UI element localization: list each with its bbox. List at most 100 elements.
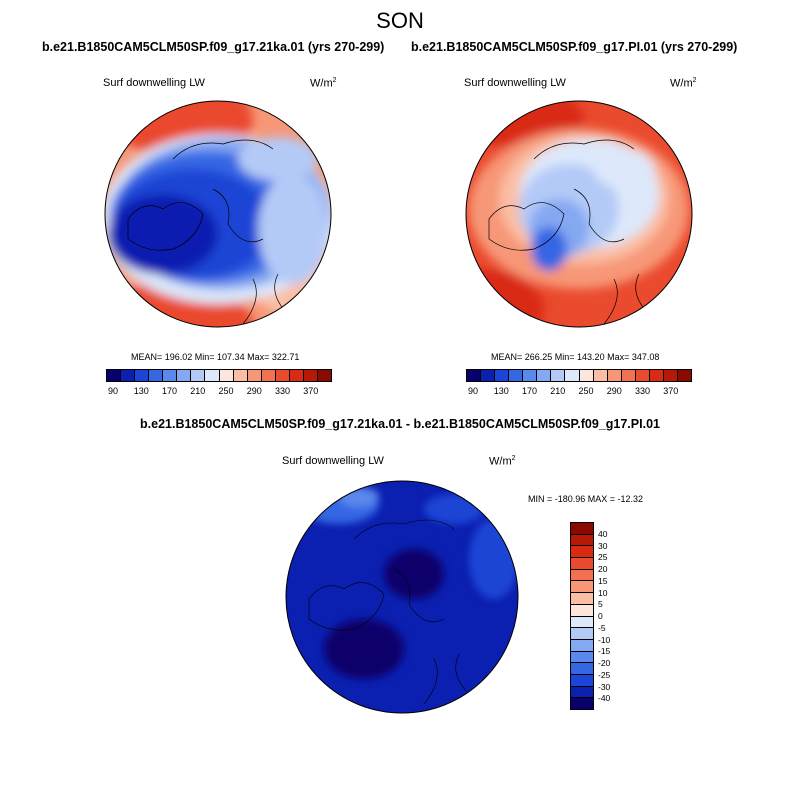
panel1-colorbar-ticks: 90 130 170 210 250 290 330 370 <box>106 386 332 398</box>
colorbar-tick-label: 370 <box>663 386 679 396</box>
diff-polar-map <box>285 480 519 714</box>
panel2-variable: Surf downwelling LW <box>464 77 566 89</box>
colorbar-swatch <box>275 370 290 381</box>
colorbar-swatch <box>177 370 192 381</box>
colorbar-swatch <box>607 370 622 381</box>
colorbar-swatch <box>551 370 566 381</box>
panel1-polar-map <box>104 100 332 328</box>
colorbar-swatch <box>481 370 496 381</box>
colorbar-swatch <box>571 523 593 535</box>
colorbar-swatch <box>571 534 593 547</box>
panel1-colorbar <box>106 369 332 382</box>
colorbar-swatch <box>663 370 678 381</box>
colorbar-swatch <box>571 639 593 652</box>
colorbar-tick-label: -30 <box>598 681 611 692</box>
panel1-stats: MEAN= 196.02 Min= 107.34 Max= 322.71 <box>131 352 300 362</box>
colorbar-tick-label: 40 <box>598 528 608 539</box>
colorbar-swatch <box>677 370 691 381</box>
colorbar-swatch <box>571 616 593 629</box>
colorbar-tick-label: 25 <box>598 552 608 563</box>
colorbar-tick-label: 30 <box>598 540 608 551</box>
colorbar-swatch <box>621 370 636 381</box>
colorbar-tick-label: 130 <box>493 386 509 396</box>
colorbar-tick-label: 130 <box>133 386 149 396</box>
colorbar-tick-label: 330 <box>635 386 651 396</box>
colorbar-tick-label: -20 <box>598 658 611 668</box>
colorbar-tick-label: 90 <box>108 386 119 396</box>
colorbar-swatch <box>163 370 178 381</box>
colorbar-swatch <box>571 663 593 675</box>
figure-title: SON <box>376 8 424 33</box>
diff-stats: MIN = -180.96 MAX = -12.32 <box>528 494 644 504</box>
colorbar-swatch <box>565 370 580 381</box>
panel2-colorbar-ticks: 90 130 170 210 250 290 330 370 <box>466 386 692 398</box>
panel2-subtitle: b.e21.B1850CAM5CLM50SP.f09_g17.PI.01 (yr… <box>411 40 738 54</box>
colorbar-swatch <box>571 651 593 664</box>
diff-colorbar <box>570 522 594 710</box>
colorbar-swatch <box>317 370 331 381</box>
colorbar-tick-label: 0 <box>598 611 603 621</box>
colorbar-tick-label: 170 <box>162 386 178 396</box>
panel1-units: W/m2 <box>310 77 337 90</box>
colorbar-swatch <box>571 546 593 559</box>
colorbar-swatch <box>571 628 593 640</box>
colorbar-swatch <box>467 370 482 381</box>
colorbar-tick-label: 170 <box>522 386 538 396</box>
colorbar-tick-label: -40 <box>598 693 611 704</box>
colorbar-tick-label: 250 <box>578 386 594 396</box>
colorbar-swatch <box>571 674 593 687</box>
panel1-variable: Surf downwelling LW <box>103 77 205 89</box>
colorbar-tick-label: 250 <box>218 386 234 396</box>
colorbar-swatch <box>247 370 262 381</box>
colorbar-tick-label: 10 <box>598 587 608 598</box>
colorbar-swatch <box>289 370 304 381</box>
colorbar-tick-label: 20 <box>598 564 608 574</box>
diff-units: W/m2 <box>489 455 516 468</box>
colorbar-swatch <box>571 686 593 699</box>
colorbar-swatch <box>149 370 164 381</box>
panel2-stats: MEAN= 266.25 Min= 143.20 Max= 347.08 <box>491 352 660 362</box>
colorbar-tick-label: 5 <box>598 599 603 610</box>
colorbar-swatch <box>571 604 593 617</box>
colorbar-swatch <box>135 370 150 381</box>
colorbar-tick-label: 290 <box>246 386 262 396</box>
colorbar-swatch <box>523 370 538 381</box>
colorbar-swatch <box>635 370 650 381</box>
diff-variable: Surf downwelling LW <box>282 455 384 467</box>
colorbar-tick-label: 210 <box>190 386 206 396</box>
colorbar-swatch <box>205 370 220 381</box>
colorbar-swatch <box>219 370 234 381</box>
colorbar-swatch <box>571 593 593 605</box>
colorbar-tick-label: -10 <box>598 634 611 645</box>
colorbar-swatch <box>261 370 276 381</box>
colorbar-swatch <box>233 370 248 381</box>
colorbar-tick-label: 330 <box>275 386 291 396</box>
colorbar-swatch <box>121 370 136 381</box>
diff-subtitle: b.e21.B1850CAM5CLM50SP.f09_g17.21ka.01 -… <box>140 417 660 431</box>
panel2-units: W/m2 <box>670 77 697 90</box>
colorbar-swatch <box>571 558 593 570</box>
colorbar-tick-label: 370 <box>303 386 319 396</box>
colorbar-tick-label: -25 <box>598 669 611 680</box>
colorbar-tick-label: -5 <box>598 622 606 633</box>
colorbar-swatch <box>571 569 593 582</box>
colorbar-swatch <box>509 370 524 381</box>
colorbar-swatch <box>571 581 593 594</box>
colorbar-swatch <box>495 370 510 381</box>
panel2-colorbar <box>466 369 692 382</box>
colorbar-swatch <box>571 698 593 709</box>
panel1-subtitle: b.e21.B1850CAM5CLM50SP.f09_g17.21ka.01 (… <box>42 40 385 54</box>
colorbar-tick-label: 90 <box>468 386 479 396</box>
colorbar-tick-label: 15 <box>598 575 608 586</box>
colorbar-swatch <box>579 370 594 381</box>
colorbar-swatch <box>649 370 664 381</box>
colorbar-tick-label: 210 <box>550 386 566 396</box>
colorbar-swatch <box>107 370 122 381</box>
colorbar-swatch <box>537 370 552 381</box>
colorbar-swatch <box>593 370 608 381</box>
colorbar-swatch <box>303 370 318 381</box>
colorbar-tick-label: -15 <box>598 646 611 657</box>
colorbar-swatch <box>191 370 206 381</box>
panel2-polar-map <box>465 100 693 328</box>
diff-colorbar-ticks: 40 30 25 20 15 10 5 0 -5 -10 -15 -20 -25 -30 -40 <box>596 522 626 710</box>
